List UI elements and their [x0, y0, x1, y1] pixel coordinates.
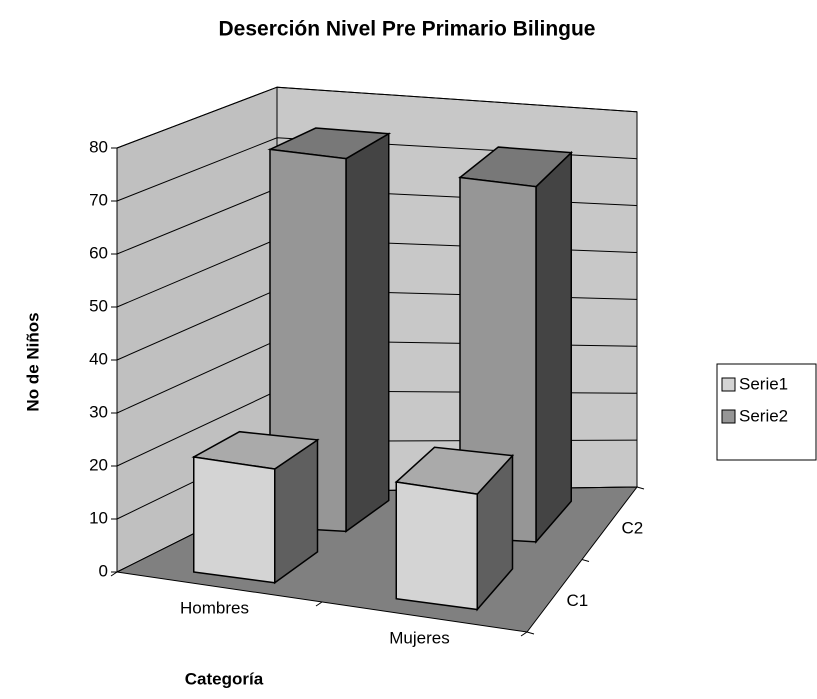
depth-tick — [526, 631, 535, 635]
x-tick-label: Mujeres — [389, 628, 449, 647]
y-axis-title: No de Niños — [23, 312, 42, 411]
grid-line — [116, 86, 638, 149]
y-tick-label: 10 — [89, 508, 108, 527]
bar-side — [345, 132, 390, 533]
y-tick-label: 50 — [89, 296, 108, 315]
chart-title: Deserción Nivel Pre Primario Bilingue — [219, 18, 596, 41]
bar-side — [535, 150, 572, 544]
y-tick-label: 40 — [89, 349, 108, 368]
y-tick-label: 30 — [89, 402, 108, 421]
y-tick-label: 70 — [89, 190, 108, 209]
bar — [269, 148, 347, 533]
depth-tick — [636, 486, 645, 490]
y-tick-label: 0 — [99, 561, 108, 580]
x-tick-label: Hombres — [180, 598, 249, 617]
x-tick — [110, 571, 118, 577]
y-tick-label: 80 — [89, 137, 108, 156]
y-tick-label: 20 — [89, 455, 108, 474]
legend-label: Serie2 — [739, 406, 788, 425]
x-tick — [315, 601, 323, 607]
depth-tick-label: C1 — [567, 591, 589, 610]
bar — [193, 456, 276, 584]
x-tick — [520, 631, 528, 637]
bar — [395, 481, 478, 611]
legend-label: Serie1 — [739, 374, 788, 393]
legend-swatch — [721, 377, 736, 392]
depth-tick — [581, 559, 590, 562]
legend-swatch — [721, 409, 736, 424]
depth-tick-label: C2 — [622, 519, 644, 538]
y-tick-label: 60 — [89, 243, 108, 262]
x-axis-title: Categoría — [185, 669, 264, 688]
